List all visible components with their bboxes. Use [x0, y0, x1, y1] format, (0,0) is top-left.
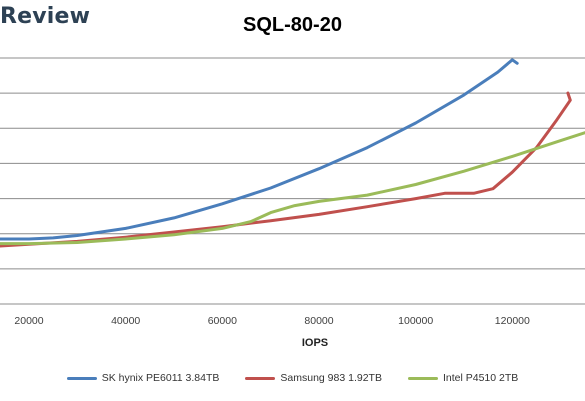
legend-swatch: [407, 376, 438, 380]
legend: SK hynix PE6011 3.84TB Samsung 983 1.92TB…: [0, 372, 585, 384]
legend-label: Samsung 983 1.92TB: [280, 372, 382, 384]
legend-item: Samsung 983 1.92TB: [245, 372, 382, 384]
chart-title: SQL-80-20: [243, 14, 342, 36]
gridlines: [0, 57, 585, 270]
x-tick-label: 60000: [208, 315, 237, 327]
review-logo: Review: [0, 4, 91, 29]
series-line-0: [0, 58, 519, 241]
x-tick-label: 20000: [14, 315, 43, 327]
x-axis: 20000400006000080000100000120000140000: [0, 303, 585, 327]
series-lines: [0, 58, 585, 248]
legend-swatch: [66, 376, 97, 380]
legend-label: SK hynix PE6011 3.84TB: [101, 372, 220, 384]
x-tick-label: 100000: [398, 315, 433, 327]
series-line-2: [0, 131, 585, 246]
x-tick-label: 40000: [111, 315, 140, 327]
x-axis-title: IOPS: [302, 337, 328, 349]
x-tick-label: 120000: [495, 315, 530, 327]
legend-item: Intel P4510 2TB: [407, 372, 519, 384]
series-line-1: [0, 91, 572, 248]
legend-item: SK hynix PE6011 3.84TB: [66, 372, 220, 384]
legend-swatch: [245, 376, 276, 380]
legend-label: Intel P4510 2TB: [442, 372, 519, 384]
x-tick-label: 80000: [304, 315, 333, 327]
